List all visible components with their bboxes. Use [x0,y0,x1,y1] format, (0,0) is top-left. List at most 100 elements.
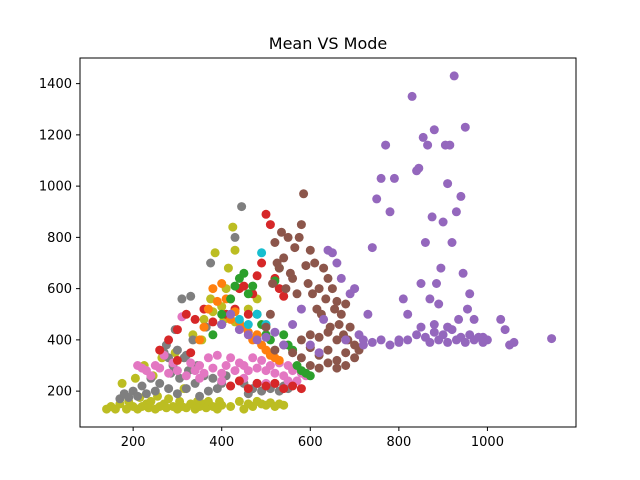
data-point [234,325,244,335]
data-point [248,281,258,291]
data-point [217,376,227,386]
data-point [190,314,200,324]
data-point [332,258,342,268]
data-point [226,294,236,304]
data-point [358,340,368,350]
data-point [221,361,231,370]
data-point [239,281,249,291]
data-point [141,389,151,399]
data-point [323,345,333,355]
y-tick-label: 1000 [39,180,72,195]
data-point [398,294,408,304]
data-point [447,238,457,247]
data-point [217,368,227,378]
data-point [334,320,344,329]
data-point [268,279,278,288]
data-points [102,71,557,414]
data-point [434,299,444,309]
data-point [281,284,291,294]
data-point [117,378,127,388]
data-point [230,245,240,255]
data-point [217,320,227,329]
data-point [230,366,240,376]
data-point [181,309,191,319]
data-point [257,258,267,268]
data-point [323,327,333,337]
data-point [385,207,395,217]
data-point [308,289,317,299]
data-point [274,284,284,294]
data-point [332,355,342,365]
data-point [252,363,262,373]
data-point [319,314,329,324]
data-point [270,238,280,247]
data-point [203,386,213,396]
data-point [372,194,382,204]
data-point [288,381,298,391]
data-point [270,368,280,378]
data-point [451,207,461,217]
data-point [458,268,468,278]
data-point [212,296,222,306]
data-point [403,335,413,345]
data-point [463,304,472,314]
data-point [195,373,205,383]
data-point [261,209,271,219]
data-point [261,381,271,391]
data-point [438,217,448,227]
data-point [363,309,373,319]
data-point [208,373,218,383]
data-point [181,384,191,394]
data-point [367,243,377,253]
y-tick-label: 1400 [39,77,72,92]
data-point [206,258,216,268]
data-point [288,320,298,329]
data-point [172,355,182,365]
data-point [296,304,306,314]
data-point [217,400,227,410]
data-point [314,363,324,373]
data-point [321,294,331,304]
data-point [332,363,342,373]
data-point [305,371,315,381]
data-point [305,361,315,370]
data-point [217,279,227,288]
data-point [429,327,439,337]
y-tick-label: 600 [47,282,72,297]
data-point [265,361,275,370]
data-point [438,330,448,340]
data-point [279,340,289,350]
x-tick-label: 800 [386,435,411,450]
data-point [243,330,253,340]
data-point [239,268,249,278]
data-point [299,189,309,199]
data-point [274,355,284,365]
data-point [288,348,298,358]
data-point [172,325,182,335]
y-tick-label: 400 [47,333,72,348]
data-point [226,381,236,391]
data-point [279,291,289,301]
data-point [305,330,315,340]
data-point [332,335,342,345]
data-point [376,173,386,183]
data-point [376,335,386,345]
data-point [252,271,262,281]
data-point [407,91,417,101]
data-point [137,381,147,391]
data-point [427,212,437,222]
data-point [208,317,218,327]
data-point [172,345,182,355]
data-point [203,353,213,363]
data-point [155,345,165,355]
data-point [460,122,470,132]
data-point [226,353,236,363]
data-point [323,273,333,283]
data-point [188,335,198,345]
data-point [296,353,306,363]
data-point [226,309,236,319]
data-point [301,261,311,271]
data-point [425,294,435,304]
data-point [199,314,209,324]
data-point [305,340,315,350]
